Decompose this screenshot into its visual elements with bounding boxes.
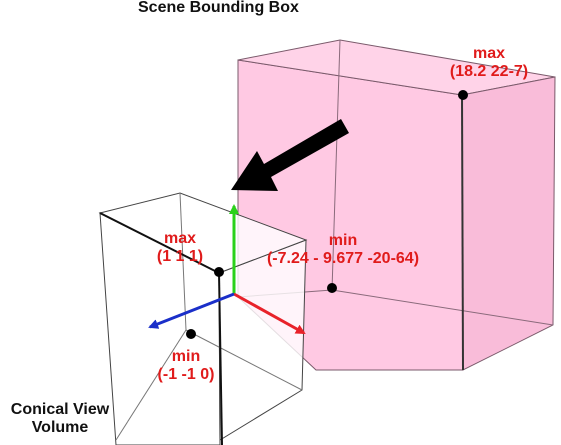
scene-min-label-text: min [328,232,358,249]
view-max-point [214,267,224,277]
scene-min-value: (-7.24 - 9.677 -20-64) [266,250,420,267]
scene-min-point [327,283,337,293]
scene-max-label-text: max [472,45,506,62]
scene-box-front-corner-edge [461,94,464,371]
scene-min-label: min (-7.24 - 9.677 -20-64) [248,233,438,267]
view-volume-right-face [218,239,307,441]
view-volume-bold-edge [99,212,220,274]
view-volume-caption: Conical View Volume [0,402,120,436]
axis-x-red [233,292,306,335]
view-volume-box [98,192,308,445]
view-volume-hidden-edge-top [179,192,187,331]
view-max-label: max (1 1 1) [148,231,212,265]
scene-box-hidden-edge-right [331,289,554,326]
scene-box-hidden-vertical-edge [331,39,341,291]
diagram-title: Scene Bounding Box [138,0,299,16]
view-volume-hidden-edge-right [185,329,303,391]
view-volume-caption-line2: Volume [31,419,89,436]
view-min-value: (-1 -1 0) [157,366,215,383]
view-max-label-text: max [163,230,197,247]
view-min-label: min (-1 -1 0) [146,349,226,383]
pointer-arrow-icon [231,119,349,191]
view-min-label-text: min [171,348,201,365]
view-volume-hidden-edge-left [115,329,187,441]
axis-z-blue [148,292,235,329]
view-max-value: (1 1 1) [156,248,204,265]
view-volume-bold-vertical [218,272,223,445]
scene-max-value: (18.2 22-7) [449,63,529,80]
scene-max-label: max (18.2 22-7) [440,46,538,80]
view-min-point [186,329,196,339]
scene-box-side-face [461,76,556,371]
scene-max-point [458,90,468,100]
view-volume-caption-line1: Conical View [10,401,110,418]
coordinate-axes [148,204,306,335]
